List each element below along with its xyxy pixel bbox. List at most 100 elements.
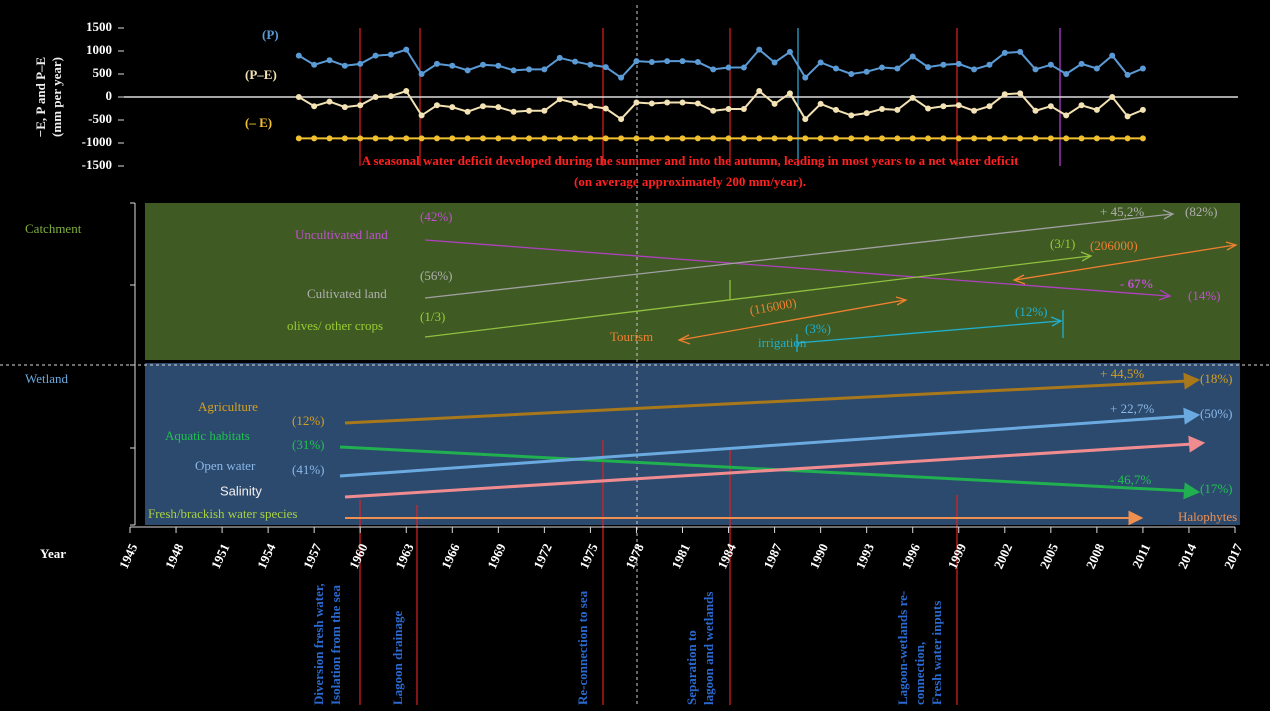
data-point [786,135,793,142]
change-value: + 45,2% [1100,204,1144,219]
item-label: Agriculture [198,399,258,414]
data-point [510,135,517,142]
data-point [449,62,456,69]
data-point [679,99,686,106]
data-point [464,135,471,142]
data-point [1139,65,1146,72]
data-point [832,65,839,72]
data-point [863,135,870,142]
y-tick-label: 1500 [86,19,112,34]
data-point [372,52,379,59]
start-value: (41%) [292,462,325,477]
data-point [940,135,947,142]
data-point [556,96,563,103]
y-axis-label: (mm per year) [49,57,64,137]
data-point [1093,65,1100,72]
data-point [740,105,747,112]
data-point [817,100,824,107]
y-tick-label: 0 [106,88,113,103]
data-point [311,61,318,68]
data-point [633,135,640,142]
data-point [541,135,548,142]
data-point [572,135,579,142]
legend-label: (– E) [245,115,272,130]
data-point [495,135,502,142]
event-label: Separation to [684,630,699,705]
data-point [1017,135,1024,142]
data-point [526,135,533,142]
legend-label: (P) [262,27,279,42]
data-point [955,135,962,142]
data-point [725,135,732,142]
data-point [894,106,901,113]
item-label: olives/ other crops [287,318,383,333]
data-point [863,68,870,75]
data-point [710,135,717,142]
data-point [1032,107,1039,114]
data-point [832,135,839,142]
catchment-arrows [424,209,1238,352]
end-value: (18%) [1200,371,1233,386]
item-label: Cultivated land [307,286,387,301]
end-value: (17%) [1200,481,1233,496]
data-point [664,99,671,106]
data-point [541,66,548,73]
data-point [971,107,978,114]
data-point [418,135,425,142]
data-point [618,116,625,123]
data-point [1093,135,1100,142]
data-point [955,60,962,67]
end-value: (14%) [1188,288,1221,303]
data-point [1047,103,1054,110]
data-point [1063,112,1070,119]
data-point [403,88,410,95]
item-label: Tourism [610,329,653,344]
event-label: Fresh water inputs [929,601,944,705]
data-point [894,135,901,142]
data-point [909,53,916,60]
data-point [1032,135,1039,142]
end-value: (12%) [1015,304,1048,319]
data-point [925,64,932,71]
event-label: Lagoon-wetlands re- [895,591,910,705]
data-point [971,66,978,73]
data-point [771,59,778,66]
event-label: Isolation from the sea [328,584,343,705]
data-point [311,103,318,110]
data-point [664,58,671,65]
panel-title: Wetland [25,371,68,386]
data-point [602,135,609,142]
data-point [526,66,533,73]
data-point [326,98,333,105]
data-point [602,105,609,112]
data-point [341,135,348,142]
data-point [879,105,886,112]
event-label: Diversion fresh water, [311,583,326,705]
data-point [648,135,655,142]
data-point [925,135,932,142]
data-point [986,135,993,142]
data-point [694,59,701,66]
data-point [679,135,686,142]
data-point [403,135,410,142]
data-point [326,135,333,142]
data-point [587,61,594,68]
data-point [832,106,839,113]
y-tick-label: -1500 [82,157,112,172]
data-point [357,135,364,142]
data-point [1139,135,1146,142]
end-value: (3/1) [1050,236,1075,251]
change-value: + 22,7% [1110,401,1154,416]
data-point [909,94,916,101]
data-point [433,102,440,109]
data-point [449,104,456,111]
event-label: lagoon and wetlands [701,592,716,705]
item-label: Fresh/brackish water species [148,506,297,521]
y-tick-label: 1000 [86,42,112,57]
data-point [694,100,701,107]
panel-title: Catchment [25,221,82,236]
data-point [1109,52,1116,59]
data-point [848,112,855,119]
data-point [1093,106,1100,113]
